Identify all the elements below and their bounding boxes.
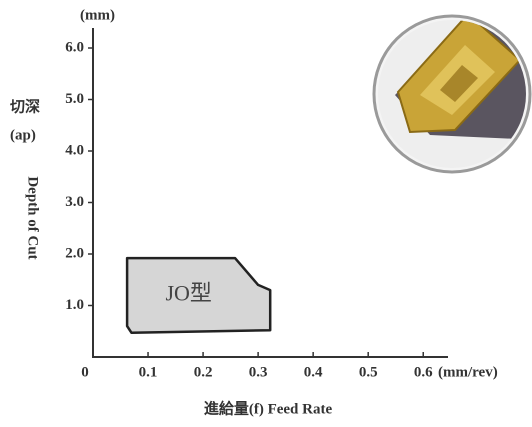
y-unit: (mm) — [80, 7, 115, 23]
x-unit: (mm/rev) — [438, 364, 498, 380]
region-label: JO型 — [165, 281, 211, 306]
x-tick-label: 0.2 — [194, 364, 213, 380]
x-tick-label: 0.3 — [249, 364, 268, 380]
y-tick-label: 2.0 — [65, 245, 84, 261]
region — [125, 256, 272, 335]
x-tick-label: 0.6 — [414, 364, 433, 380]
y-label-sym: (ap) — [10, 127, 36, 143]
y-tick-label: 4.0 — [65, 142, 84, 158]
x-tick-label: 0.1 — [139, 364, 158, 380]
y-tick-label: 5.0 — [65, 91, 84, 107]
x-tick-label: 0.5 — [359, 364, 378, 380]
insert-photo — [372, 14, 532, 174]
y-label-cn: 切深 — [10, 97, 40, 115]
y-tick-label: 3.0 — [65, 194, 84, 210]
y-tick-label: 1.0 — [65, 297, 84, 313]
y-label-en: Depth of Cut — [25, 176, 41, 259]
x-label: 進給量(f) Feed Rate — [204, 399, 333, 417]
y-tick-label: 6.0 — [65, 39, 84, 55]
x-tick-label: 0.4 — [304, 364, 323, 380]
x-tick-label: 0 — [81, 364, 89, 380]
